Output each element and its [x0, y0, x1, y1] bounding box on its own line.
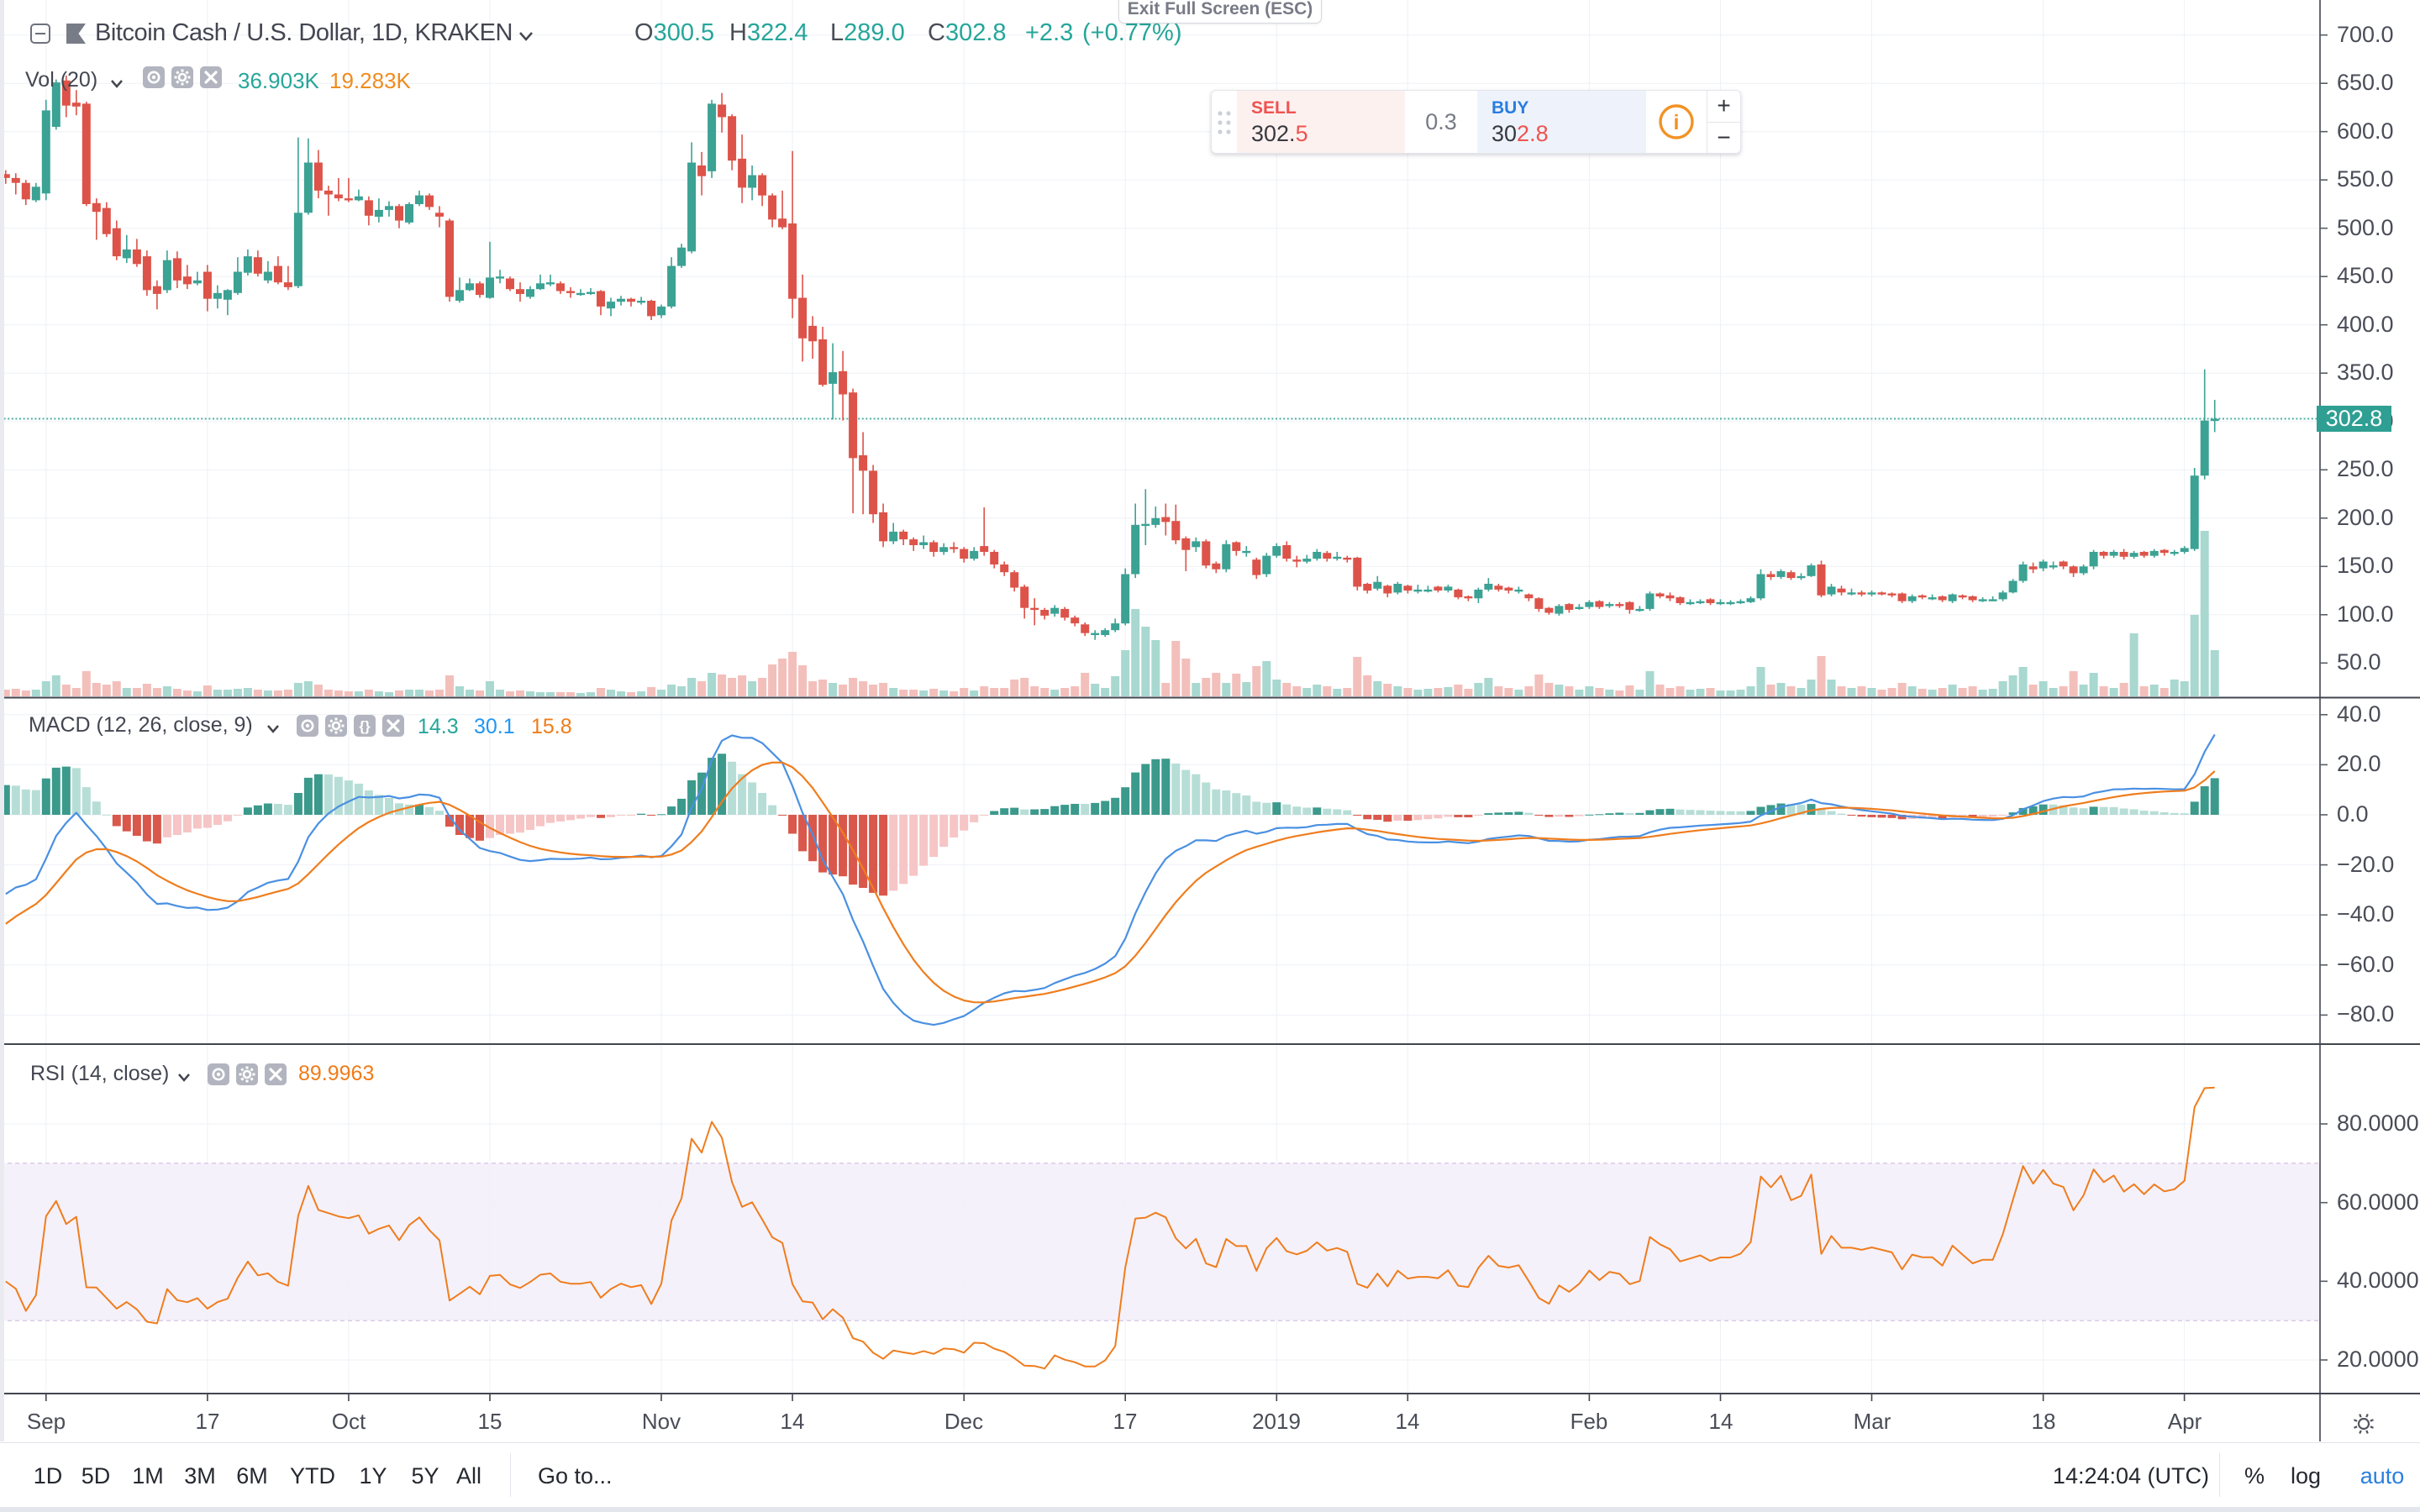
svg-text:i: i — [1674, 111, 1680, 134]
svg-text:{}: {} — [359, 718, 371, 734]
